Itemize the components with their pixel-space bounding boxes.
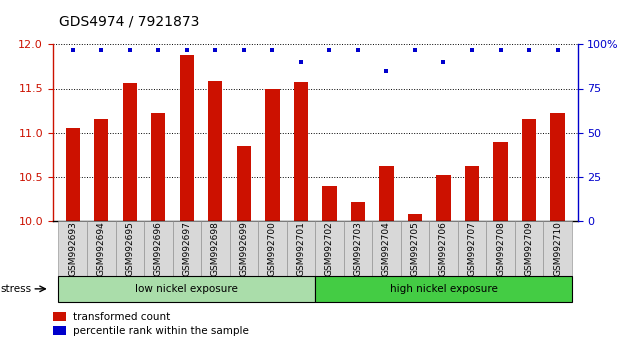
Point <box>524 47 534 52</box>
Text: GSM992709: GSM992709 <box>525 221 533 276</box>
Text: GSM992706: GSM992706 <box>439 221 448 276</box>
Bar <box>522 119 536 221</box>
Text: GSM992702: GSM992702 <box>325 221 334 276</box>
Text: GSM992704: GSM992704 <box>382 221 391 276</box>
Text: percentile rank within the sample: percentile rank within the sample <box>73 326 248 336</box>
Text: GSM992697: GSM992697 <box>183 221 191 276</box>
Text: GSM992696: GSM992696 <box>154 221 163 276</box>
Text: GSM992707: GSM992707 <box>468 221 476 276</box>
Text: GSM992708: GSM992708 <box>496 221 505 276</box>
Bar <box>550 113 564 221</box>
Bar <box>294 82 308 221</box>
Text: stress: stress <box>1 284 32 294</box>
Point <box>296 59 306 65</box>
Point <box>182 47 192 52</box>
Text: GSM992705: GSM992705 <box>410 221 419 276</box>
Point <box>381 68 391 74</box>
Bar <box>237 146 251 221</box>
Point <box>68 47 78 52</box>
Point <box>353 47 363 52</box>
Text: GSM992703: GSM992703 <box>353 221 363 276</box>
Bar <box>437 175 451 221</box>
Text: GSM992701: GSM992701 <box>296 221 306 276</box>
Bar <box>322 186 337 221</box>
Bar <box>179 55 194 221</box>
Bar <box>379 166 394 221</box>
Bar <box>408 214 422 221</box>
Text: GSM992693: GSM992693 <box>68 221 77 276</box>
Point <box>467 47 477 52</box>
Bar <box>123 83 137 221</box>
Text: high nickel exposure: high nickel exposure <box>389 284 497 294</box>
Bar <box>208 81 222 221</box>
Point <box>125 47 135 52</box>
Point <box>553 47 563 52</box>
Text: GSM992698: GSM992698 <box>211 221 220 276</box>
Point <box>211 47 220 52</box>
Text: GDS4974 / 7921873: GDS4974 / 7921873 <box>59 14 199 28</box>
Bar <box>265 88 279 221</box>
Bar <box>94 119 109 221</box>
Point <box>239 47 249 52</box>
Text: low nickel exposure: low nickel exposure <box>135 284 238 294</box>
Text: GSM992710: GSM992710 <box>553 221 562 276</box>
Text: GSM992700: GSM992700 <box>268 221 277 276</box>
Text: GSM992695: GSM992695 <box>125 221 134 276</box>
Bar <box>465 166 479 221</box>
Point <box>496 47 505 52</box>
Point <box>268 47 278 52</box>
Point <box>324 47 334 52</box>
Text: GSM992694: GSM992694 <box>97 221 106 276</box>
Point <box>153 47 163 52</box>
Point <box>438 59 448 65</box>
Text: GSM992699: GSM992699 <box>239 221 248 276</box>
Bar <box>66 128 80 221</box>
Point <box>410 47 420 52</box>
Bar <box>494 142 507 221</box>
Text: transformed count: transformed count <box>73 312 170 322</box>
Point <box>96 47 106 52</box>
Bar <box>151 113 165 221</box>
Bar <box>351 202 365 221</box>
